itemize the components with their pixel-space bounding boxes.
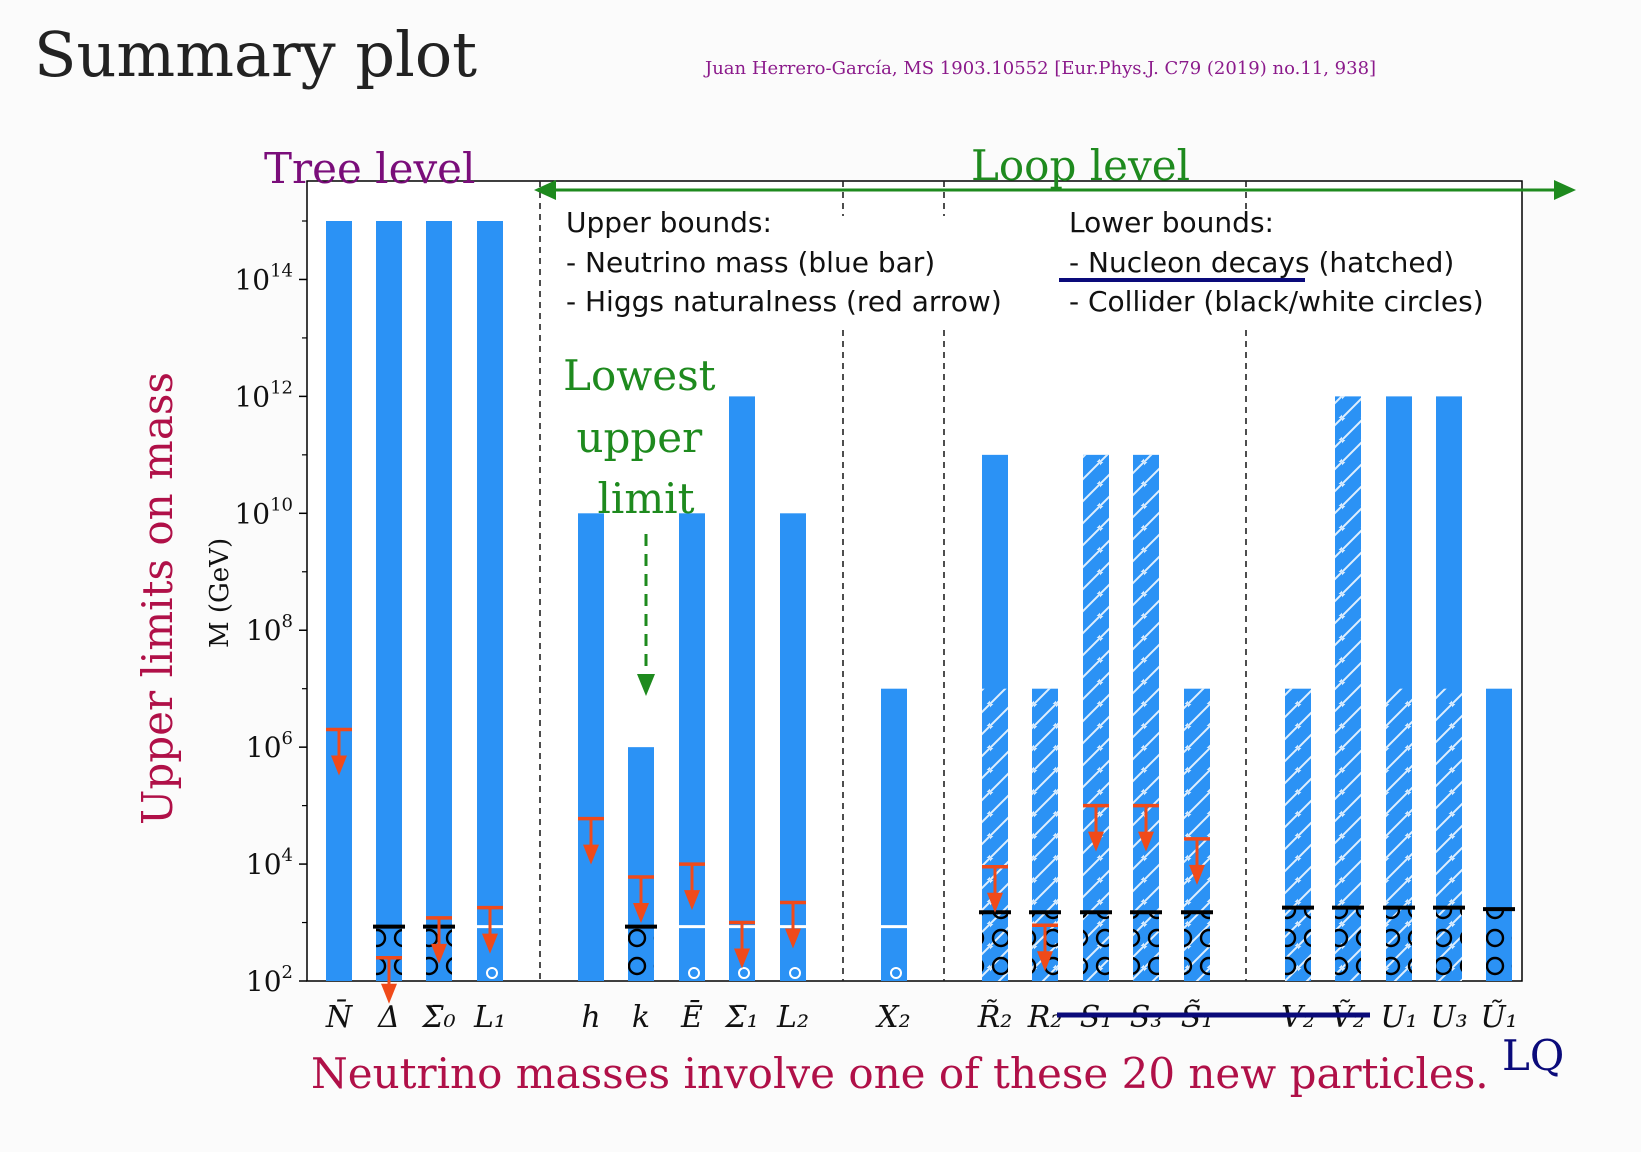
y-tick-label: 1012 <box>234 377 293 413</box>
x-tick-label: Ũ₁ <box>1480 999 1517 1035</box>
collider-circles <box>1486 909 1512 981</box>
x-tick-label: Ē <box>680 1000 703 1035</box>
legend-upper-item: - Neutrino mass (blue bar) <box>566 246 935 279</box>
naturalness-arrow-head <box>583 844 599 865</box>
bar <box>477 221 503 981</box>
x-tick-label: U₃ <box>1430 1000 1467 1035</box>
y-tick-label: 102 <box>246 962 293 998</box>
naturalness-arrow-head <box>1037 951 1053 972</box>
tree-level-label: Tree level <box>264 144 475 193</box>
bar <box>578 513 604 981</box>
collider-circles <box>1184 912 1210 981</box>
white-circle <box>789 967 801 979</box>
collider-circles <box>982 912 1008 981</box>
collider-circles <box>1386 907 1412 981</box>
y-tick-label: 106 <box>246 728 293 764</box>
citation: Juan Herrero-García, MS 1903.10552 [Eur.… <box>705 58 1377 79</box>
bar <box>679 513 705 981</box>
collider-circles <box>628 926 654 981</box>
y-axis-unit-label: M (GeV) <box>205 538 235 648</box>
x-tick-label: X₂ <box>875 1000 910 1035</box>
annotation-arrow-head <box>637 674 655 696</box>
x-tick-label: L₁ <box>473 1000 506 1035</box>
naturalness-arrow-head <box>734 948 750 969</box>
loop-arrow-right-head <box>1554 180 1576 200</box>
y-axis: 102 104 106 108 1010 1012 1014 <box>234 220 307 998</box>
naturalness-arrow-head <box>1189 864 1205 885</box>
legend-upper-item: - Higgs naturalness (red arrow) <box>566 285 1002 318</box>
legend-lower-title: Lower bounds: <box>1069 206 1274 239</box>
bar <box>729 396 755 981</box>
annotation-lowest-upper-limit: Lowest upper limit <box>563 351 729 523</box>
footer-text: Neutrino masses involve one of these 20 … <box>311 1049 1489 1098</box>
white-circle <box>738 967 750 979</box>
naturalness-arrow-head <box>431 943 447 964</box>
loop-level-label: Loop level <box>971 141 1190 190</box>
x-tick-label: L₂ <box>776 1000 809 1035</box>
bar <box>376 221 402 981</box>
legend-upper: Upper bounds: - Neutrino mass (blue bar)… <box>566 206 1002 318</box>
plot-frame <box>306 180 1523 982</box>
legend-lower-item: - Collider (black/white circles) <box>1069 285 1484 318</box>
x-tick-label: R₂ <box>1027 1000 1063 1035</box>
y-tick-label: 1010 <box>234 494 293 530</box>
legend-upper-title: Upper bounds: <box>566 206 772 239</box>
lq-label: LQ <box>1502 1031 1564 1080</box>
naturalness-arrow-head <box>633 903 649 924</box>
x-tick-label: Δ <box>377 1000 400 1035</box>
hatched-section <box>1335 396 1361 981</box>
collider-circles <box>1436 907 1462 981</box>
white-circle <box>688 967 700 979</box>
y-tick-label: 1014 <box>234 260 293 296</box>
white-circle <box>486 967 498 979</box>
bar <box>326 221 352 981</box>
x-tick-label: Σ̄₀ <box>421 1000 455 1035</box>
naturalness-arrow-head <box>1138 831 1154 852</box>
naturalness-arrow-head <box>785 928 801 949</box>
y-axis-title: Upper limits on mass <box>133 372 182 825</box>
hatched-section <box>1133 454 1159 981</box>
x-tick-label: N̄ <box>325 999 354 1035</box>
hatched-section <box>1083 454 1109 981</box>
naturalness-arrow-head <box>482 933 498 954</box>
y-tick-label: 104 <box>246 845 293 881</box>
collider-circles <box>1335 907 1361 981</box>
collider-circles <box>1083 912 1109 981</box>
x-tick-label: Σ̄₁ <box>724 1000 758 1035</box>
y-tick-label: 108 <box>246 611 293 647</box>
naturalness-arrow-head <box>684 890 700 911</box>
legend-lower-item: - Nucleon decays (hatched) <box>1069 246 1454 279</box>
x-tick-label: U₁ <box>1380 1000 1417 1035</box>
bar <box>426 221 452 981</box>
white-circle <box>890 967 902 979</box>
x-tick-label: k <box>632 1000 650 1035</box>
naturalness-arrow-head <box>381 983 397 1004</box>
collider-circles <box>1285 907 1311 981</box>
naturalness-arrow-head <box>1088 831 1104 852</box>
naturalness-arrow-head <box>331 755 347 776</box>
legend-lower: Lower bounds: - Nucleon decays (hatched)… <box>1069 206 1484 318</box>
slide-title: Summary plot <box>34 18 478 91</box>
x-tick-label: R̃₂ <box>977 1000 1013 1035</box>
collider-circles <box>1133 912 1159 981</box>
naturalness-arrow-head <box>987 892 1003 913</box>
group-dividers <box>539 181 1247 981</box>
x-tick-label: h <box>581 1000 600 1035</box>
bar <box>881 688 907 981</box>
markers <box>326 727 1515 1004</box>
loop-arrow-left-head <box>534 180 556 200</box>
